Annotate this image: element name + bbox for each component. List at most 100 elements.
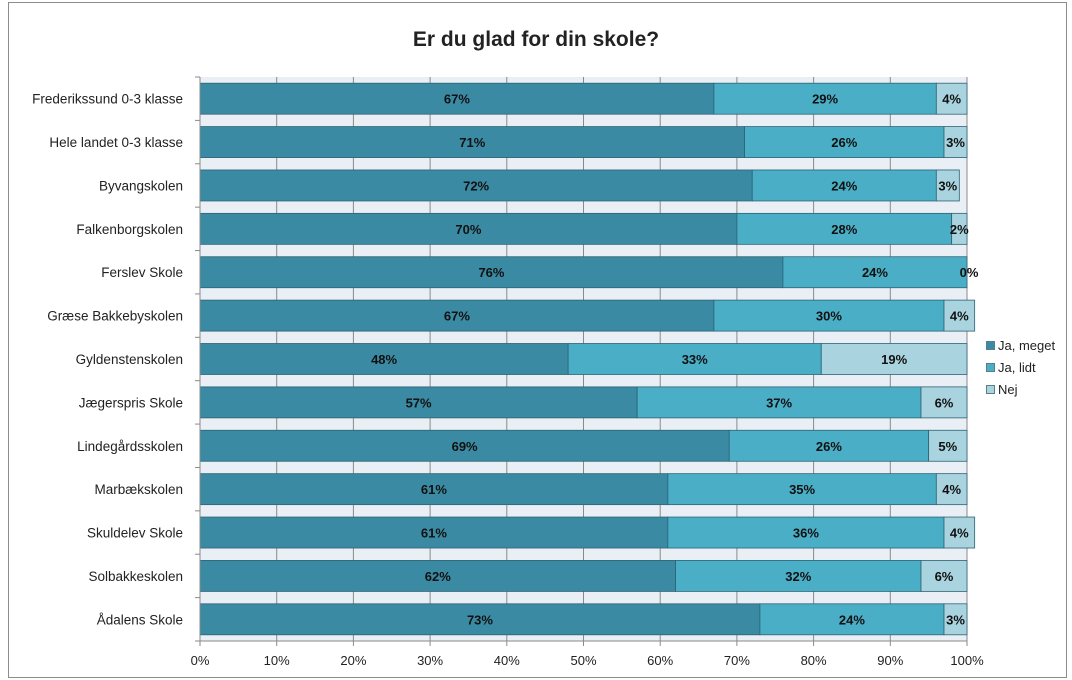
x-tick-label: 100% bbox=[950, 653, 984, 668]
x-tick-label: 80% bbox=[801, 653, 827, 668]
data-label: 4% bbox=[950, 526, 969, 541]
data-label: 24% bbox=[831, 178, 857, 193]
bar-segment bbox=[820, 343, 968, 375]
category-label: Byvangskolen bbox=[99, 178, 183, 193]
data-label: 48% bbox=[371, 352, 397, 367]
data-label: 3% bbox=[946, 612, 965, 627]
data-label: 3% bbox=[938, 178, 957, 193]
data-label: 24% bbox=[839, 612, 865, 627]
data-label: 4% bbox=[950, 309, 969, 324]
x-tick-label: 0% bbox=[191, 653, 210, 668]
legend-swatch bbox=[986, 340, 995, 350]
x-tick-label: 90% bbox=[877, 653, 903, 668]
data-label: 35% bbox=[789, 482, 815, 497]
data-label: 26% bbox=[831, 135, 857, 150]
bar-segment bbox=[920, 560, 968, 592]
bar-segment bbox=[199, 603, 761, 636]
bar-segment bbox=[713, 82, 937, 115]
bar-segment bbox=[199, 256, 784, 289]
data-label: 29% bbox=[812, 92, 838, 107]
data-label: 24% bbox=[862, 265, 888, 280]
bar-segment bbox=[935, 473, 968, 506]
bar-segment bbox=[935, 82, 968, 115]
bar-segment bbox=[943, 516, 976, 549]
legend-swatch bbox=[986, 384, 995, 394]
data-label: 5% bbox=[938, 439, 957, 454]
bar-segment bbox=[667, 516, 945, 549]
legend-label: Ja, lidt bbox=[998, 359, 1036, 375]
category-label: Frederikssund 0-3 klasse bbox=[32, 92, 183, 107]
data-label: 28% bbox=[831, 222, 857, 237]
data-label: 4% bbox=[942, 482, 961, 497]
legend-label: Nej bbox=[998, 381, 1018, 397]
data-label: 30% bbox=[816, 309, 842, 324]
bar-segment bbox=[951, 212, 968, 245]
bar-segment bbox=[199, 82, 715, 115]
bar-segment bbox=[943, 603, 968, 636]
category-label: Græse Bakkebyskolen bbox=[47, 309, 183, 324]
data-label: 57% bbox=[406, 395, 432, 410]
bar-segment bbox=[920, 386, 968, 419]
data-label: 4% bbox=[942, 92, 961, 107]
x-tick-label: 60% bbox=[647, 653, 673, 668]
bar-segment bbox=[199, 169, 753, 202]
category-label: Ådalens Skole bbox=[97, 612, 183, 627]
bar-segment bbox=[675, 560, 922, 592]
data-label: 6% bbox=[935, 569, 954, 584]
data-label: 2% bbox=[950, 222, 969, 237]
x-tick-label: 50% bbox=[570, 653, 596, 668]
category-label: Hele landet 0-3 klasse bbox=[49, 135, 183, 150]
data-label: 26% bbox=[816, 439, 842, 454]
legend-item: Ja, lidt bbox=[986, 356, 1055, 378]
data-label: 73% bbox=[467, 612, 493, 627]
bar-segment bbox=[199, 212, 738, 245]
legend-label: Ja, meget bbox=[998, 337, 1056, 353]
bar-segment bbox=[199, 560, 676, 592]
category-label: Gyldenstenskolen bbox=[76, 352, 183, 367]
data-label: 36% bbox=[793, 526, 819, 541]
legend: Ja, meget Ja, lidt Nej bbox=[986, 334, 1055, 400]
category-label: Marbækskolen bbox=[94, 482, 183, 497]
category-label: Skuldelev Skole bbox=[87, 526, 183, 541]
bar-segment bbox=[713, 299, 945, 332]
data-label: 71% bbox=[459, 135, 485, 150]
bar-segment bbox=[928, 429, 968, 462]
bar-segment bbox=[199, 343, 569, 375]
x-tick-label: 20% bbox=[340, 653, 366, 668]
x-tick-label: 30% bbox=[417, 653, 443, 668]
data-label: 19% bbox=[881, 352, 907, 367]
bar-segment bbox=[728, 429, 930, 462]
data-label: 33% bbox=[682, 352, 708, 367]
data-label: 32% bbox=[785, 569, 811, 584]
bar-segment bbox=[943, 126, 968, 158]
data-label: 67% bbox=[444, 309, 470, 324]
bar-segment bbox=[751, 169, 937, 202]
bar-segment bbox=[943, 299, 976, 332]
bar-segment bbox=[782, 256, 968, 289]
bar-segment bbox=[736, 212, 953, 245]
category-label: Ferslev Skole bbox=[101, 265, 183, 280]
legend-item: Ja, meget bbox=[986, 334, 1055, 356]
category-label: Solbakkeskolen bbox=[88, 569, 183, 584]
data-label: 37% bbox=[766, 395, 792, 410]
x-tick-label: 40% bbox=[494, 653, 520, 668]
data-label: 3% bbox=[946, 135, 965, 150]
data-label: 69% bbox=[452, 439, 478, 454]
data-label: 6% bbox=[935, 395, 954, 410]
data-label: 67% bbox=[444, 92, 470, 107]
data-label: 76% bbox=[478, 265, 504, 280]
x-tick-label: 10% bbox=[264, 653, 290, 668]
data-label: 61% bbox=[421, 526, 447, 541]
bar-segment bbox=[199, 429, 730, 462]
data-label: 0% bbox=[960, 265, 979, 280]
data-label: 72% bbox=[463, 178, 489, 193]
data-label: 62% bbox=[425, 569, 451, 584]
legend-swatch bbox=[986, 362, 995, 372]
bar-segment bbox=[199, 299, 715, 332]
legend-item: Nej bbox=[986, 378, 1055, 400]
data-label: 70% bbox=[455, 222, 481, 237]
bar-segment bbox=[636, 386, 922, 419]
bar-segment bbox=[744, 126, 945, 158]
chart-title: Er du glad for din skole? bbox=[412, 28, 660, 51]
